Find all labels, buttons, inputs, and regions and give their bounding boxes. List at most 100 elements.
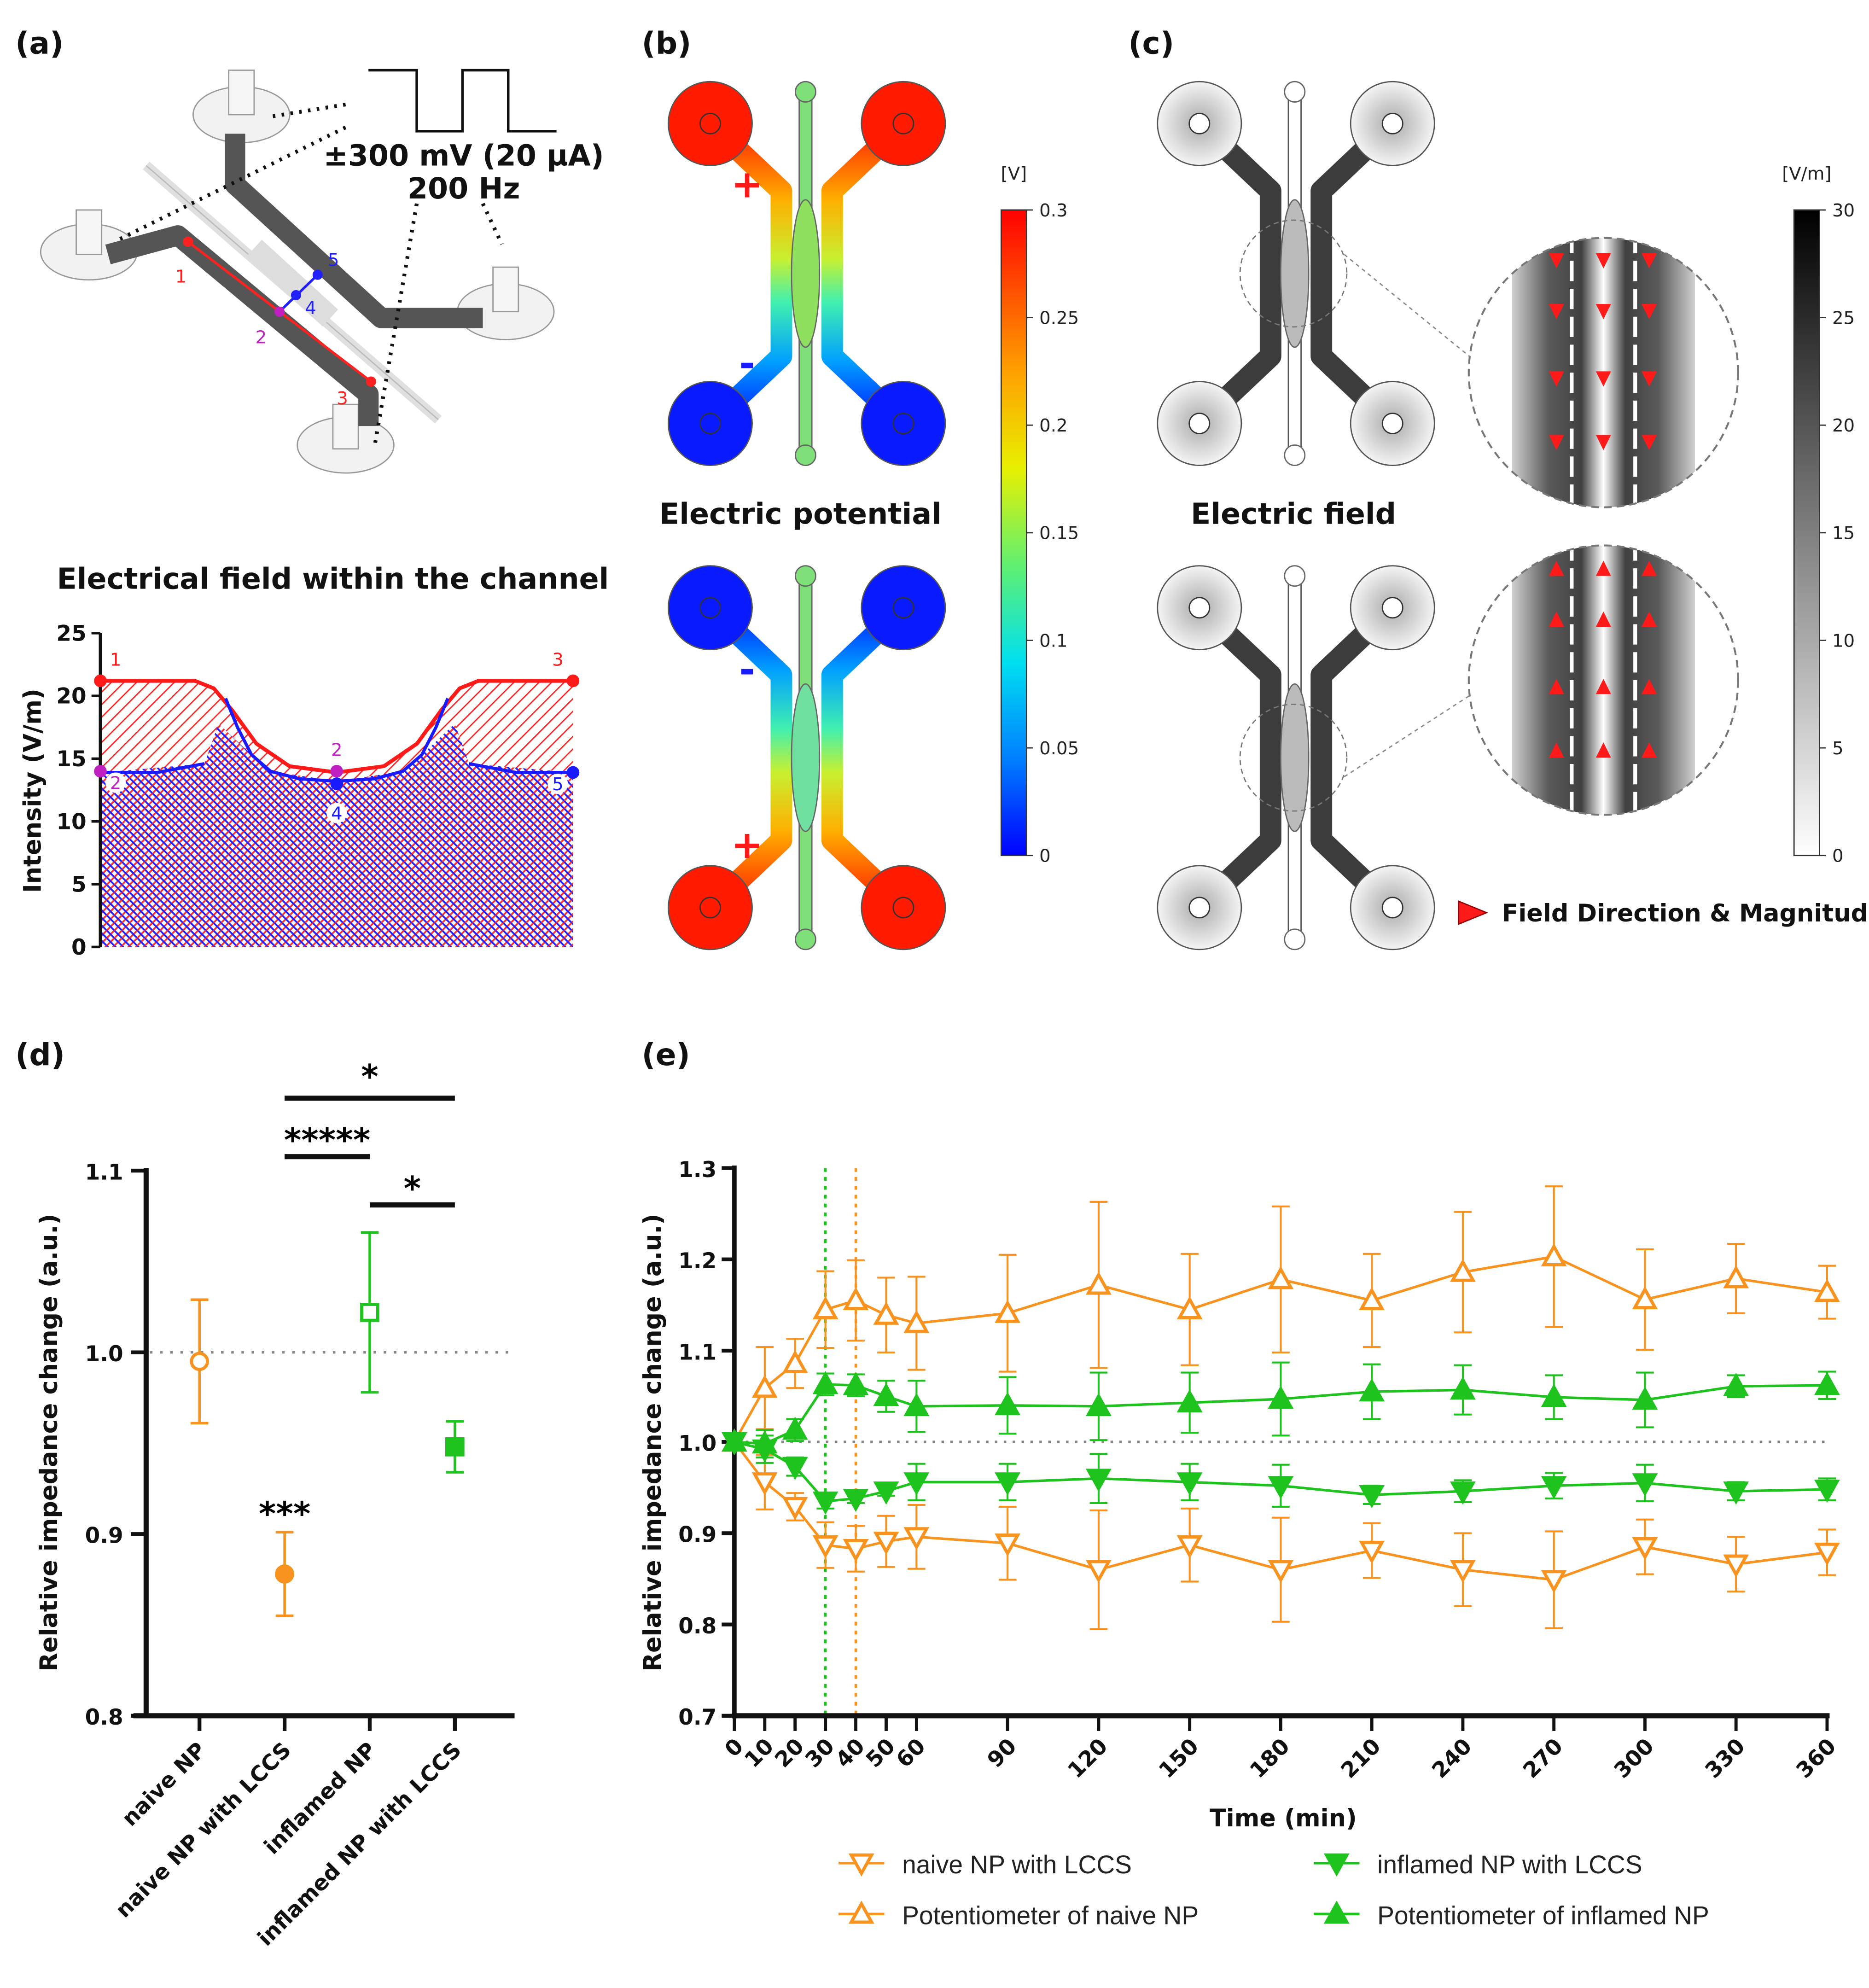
y-tick-label: 1.0 — [678, 1431, 716, 1456]
reservoir-port — [1188, 112, 1211, 134]
zoom-region-outline — [1239, 703, 1348, 812]
data-point — [445, 1437, 465, 1457]
plus-sign: + — [731, 822, 763, 867]
x-tick-label: naive NP — [117, 1737, 211, 1831]
colorbar-potential: [V] 0.3 0.25 0.2 0.15 0.1 0.05 0 — [1000, 163, 1079, 867]
data-point — [903, 1472, 930, 1496]
field-arrow-icon — [1549, 560, 1564, 576]
legend-label: inflamed NP with LCCS — [1377, 1850, 1642, 1879]
point-label: 3 — [552, 649, 564, 670]
field-arrow-icon — [1595, 253, 1611, 268]
field-arrow-icon — [1595, 742, 1611, 758]
field-arrow-icon — [1595, 435, 1611, 450]
channel-end — [1284, 565, 1306, 587]
panel-label-e: (e) — [641, 1037, 690, 1073]
data-point — [995, 1533, 1021, 1557]
colorbar-gradient — [1793, 209, 1820, 857]
y-axis-label: Intensity (V/m) — [18, 688, 47, 893]
colorbar-tick-label: 0.15 — [1039, 523, 1079, 544]
colorbar-tick-label: 0.1 — [1039, 630, 1067, 651]
data-point — [1723, 1265, 1749, 1288]
data-point — [782, 1497, 808, 1521]
y-tick-label: 0 — [71, 935, 87, 960]
y-tick-label: 0.8 — [85, 1705, 123, 1730]
point-marker — [94, 764, 107, 778]
y-tick-label: 1.3 — [678, 1157, 716, 1183]
data-point — [873, 1382, 899, 1406]
channel-end — [1284, 444, 1306, 466]
reservoir-port — [892, 597, 914, 619]
crosshatched-area — [100, 723, 573, 947]
chart-impedance-summary: 0.8 0.9 1.0 1.1 Relative impedance change (a… — [35, 1057, 515, 1951]
channel-end — [794, 81, 816, 103]
data-point — [1176, 1472, 1203, 1496]
x-tick-label: 300 — [1609, 1733, 1659, 1783]
colorbar-tick-label: 5 — [1832, 738, 1844, 759]
data-point — [1450, 1481, 1476, 1505]
field-arrow-icon — [1549, 742, 1564, 758]
data-point — [1541, 1383, 1567, 1407]
field-arrow-icon — [1549, 435, 1564, 450]
y-tick-label: 15 — [56, 746, 86, 772]
legend-item: naive NP with LCCS — [838, 1850, 1132, 1879]
y-tick-label: 1.2 — [678, 1248, 716, 1274]
point-marker — [566, 766, 580, 779]
point-marker — [94, 674, 107, 688]
device — [668, 81, 946, 466]
data-point — [1814, 1372, 1840, 1395]
data-point — [1085, 1560, 1112, 1583]
colorbar-field: [V/m]30 25 20 15 10 5 0 — [1782, 163, 1855, 867]
side-channel — [1310, 116, 1400, 431]
y-tick-label: 0.7 — [678, 1705, 716, 1730]
zoom-inset-border — [1467, 237, 1739, 508]
data-point — [873, 1301, 899, 1325]
data-point — [275, 1564, 294, 1584]
device — [1157, 565, 1435, 950]
data-point — [1359, 1485, 1385, 1509]
data-point — [843, 1372, 869, 1395]
point-label: 2 — [110, 773, 122, 793]
point-marker — [330, 764, 344, 778]
legend-label: Potentiometer of inflamed NP — [1377, 1901, 1709, 1930]
data-point — [1268, 1266, 1294, 1289]
y-tick-label: 0.8 — [678, 1614, 716, 1639]
y-tick-label: 5 — [71, 872, 87, 898]
point-marker — [566, 674, 580, 688]
side-channel — [703, 116, 792, 431]
reservoir-port — [699, 413, 721, 435]
y-tick-label: 1.1 — [85, 1160, 123, 1185]
x-tick-label: 270 — [1518, 1733, 1568, 1783]
field-direction-legend-icon — [1458, 900, 1489, 925]
data-point — [1359, 1378, 1385, 1402]
culture-chamber — [1280, 683, 1310, 832]
reservoir — [861, 81, 946, 166]
device — [668, 565, 946, 950]
zoom-connector — [1344, 692, 1474, 777]
significance-label: * — [361, 1057, 378, 1096]
data-point — [903, 1310, 930, 1333]
data-point — [812, 1535, 838, 1559]
field-arrow-icon — [1549, 679, 1564, 694]
reservoir-port — [1188, 897, 1211, 919]
y-tick-label: 1.1 — [678, 1340, 716, 1365]
y-axis-label: Relative impedance change (a.u.) — [639, 1214, 667, 1672]
field-arrow-icon — [1549, 611, 1564, 627]
data-point — [751, 1472, 778, 1496]
colorbar-tick-label: 0.25 — [1039, 308, 1079, 328]
colorbar-tick-label: 0.3 — [1039, 200, 1067, 221]
legend-item: inflamed NP with LCCS — [1314, 1850, 1642, 1879]
field-arrow-icon — [1642, 253, 1657, 268]
data-point — [873, 1532, 899, 1555]
field-arrow-icon — [1549, 371, 1564, 387]
legend-marker-icon — [1323, 1901, 1350, 1924]
y-tick-label: 0.9 — [678, 1522, 716, 1548]
data-point — [1814, 1542, 1840, 1566]
colorbar-tick-label: 15 — [1832, 523, 1855, 544]
y-tick-label: 25 — [56, 621, 86, 646]
device — [1157, 81, 1435, 466]
point-label: 1 — [110, 649, 122, 670]
dotted-arrows — [113, 102, 504, 446]
x-axis-label: Time (min) — [1210, 1804, 1357, 1832]
data-point — [1359, 1540, 1385, 1564]
field-arrow-icon — [1595, 371, 1611, 387]
